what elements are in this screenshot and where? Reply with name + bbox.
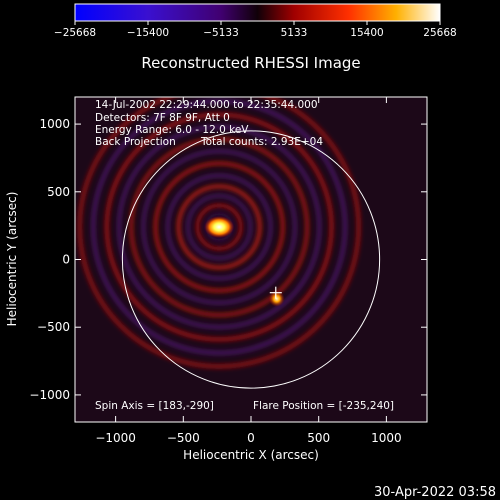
x-tick-label: −1000 xyxy=(95,431,136,445)
colorbar-ticks: −25668 −15400 −5133 5133 15400 25668 xyxy=(54,21,457,39)
y-tick-label: −1000 xyxy=(29,388,70,402)
colorbar-tick-label: 5133 xyxy=(281,27,308,39)
annotation-method: Back Projection xyxy=(95,136,176,148)
y-tick-label: −500 xyxy=(37,320,70,334)
colorbar: −25668 −15400 −5133 5133 15400 25668 xyxy=(54,3,457,39)
chart-title: Reconstructed RHESSI Image xyxy=(141,54,360,72)
x-tick-label: 1000 xyxy=(371,431,402,445)
solar-limb-circle xyxy=(121,130,381,389)
sidelobe-ring xyxy=(141,149,297,305)
sidelobe-ring xyxy=(77,97,362,369)
plot-area: −1000 −500 0 500 1000 −1000 −500 0 500 1000 xyxy=(29,96,428,445)
sidelobe-ring xyxy=(91,98,348,356)
sidelobe-ring xyxy=(129,136,310,318)
x-axis-label: Heliocentric X (arcsec) xyxy=(183,448,319,462)
annotations: 14-Jul-2002 22:29:44.000 to 22:35:44.000… xyxy=(95,99,394,412)
annotation-energy: Energy Range: 6.0 - 12.0 keV xyxy=(95,124,249,136)
sidelobe-ring xyxy=(165,173,273,281)
ring-pattern xyxy=(77,97,362,369)
annotation-total-counts: Total counts: 2.93E+04 xyxy=(200,136,323,148)
sidelobe-ring xyxy=(104,112,334,342)
x-tick-label: 500 xyxy=(307,431,330,445)
y-axis-label: Heliocentric Y (arcsec) xyxy=(5,192,19,327)
sidelobe-ring xyxy=(186,194,253,260)
sidelobe-ring xyxy=(195,203,243,251)
annotation-flare-position: Flare Position = [-235,240] xyxy=(253,400,394,412)
y-tick-label: 0 xyxy=(62,253,70,267)
colorbar-tick-label: 25668 xyxy=(423,27,456,39)
colorbar-fill xyxy=(74,3,441,22)
flare-marker xyxy=(269,286,282,299)
footer-date: 30-Apr-2022 03:58 xyxy=(374,485,496,500)
annotation-time-range: 14-Jul-2002 22:29:44.000 to 22:35:44.000 xyxy=(95,99,318,111)
annotation-detectors: Detectors: 7F 8F 9F, Att 0 xyxy=(95,112,230,124)
y-tick-label: 500 xyxy=(47,185,70,199)
x-tick-label: −500 xyxy=(167,431,200,445)
sidelobe-ring xyxy=(116,124,322,330)
sidelobe-ring xyxy=(153,161,285,293)
sidelobe-ring xyxy=(176,184,262,270)
colorbar-tick-label: 15400 xyxy=(350,27,383,39)
annotation-spin-axis: Spin Axis = [183,-290] xyxy=(95,400,214,412)
y-tick-label: 1000 xyxy=(39,117,70,131)
secondary-flare-source xyxy=(268,290,285,307)
colorbar-tick-label: −15400 xyxy=(127,27,169,39)
colorbar-tick-label: −5133 xyxy=(203,27,239,39)
x-tick-label: 0 xyxy=(247,431,255,445)
source-layer xyxy=(204,216,285,307)
colorbar-tick-label: −25668 xyxy=(54,27,96,39)
axis-ticks: −1000 −500 0 500 1000 −1000 −500 0 500 1000 xyxy=(29,97,427,445)
main-flare-source xyxy=(204,216,235,238)
